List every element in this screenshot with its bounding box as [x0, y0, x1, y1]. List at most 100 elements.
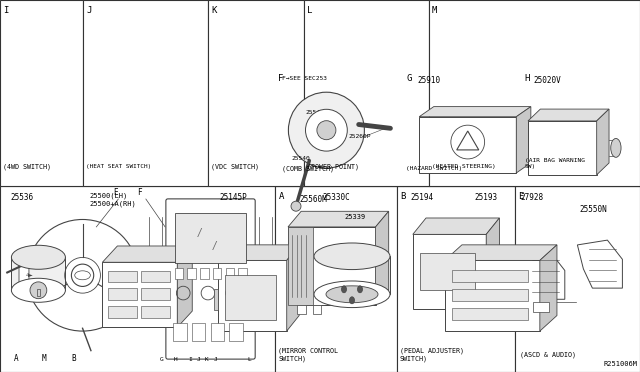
Text: L: L [307, 6, 312, 15]
Text: 25536: 25536 [11, 193, 34, 202]
Bar [452, 289, 529, 301]
Bar [102, 262, 177, 327]
Circle shape [305, 109, 348, 151]
Text: 25540M: 25540M [305, 110, 328, 115]
Text: (PEDAL ADJUSTER)
SWITCH): (PEDAL ADJUSTER) SWITCH) [400, 348, 464, 362]
Text: /: / [212, 241, 216, 251]
Bar [419, 117, 516, 173]
Ellipse shape [326, 286, 378, 303]
Text: (POWER POINT): (POWER POINT) [307, 164, 359, 170]
Bar [108, 271, 137, 282]
Text: I: I [189, 357, 192, 362]
Ellipse shape [611, 138, 621, 157]
Text: K: K [205, 357, 209, 362]
Bar [108, 306, 137, 318]
Text: (HEAT SEAT SWITCH): (HEAT SEAT SWITCH) [86, 164, 152, 169]
Ellipse shape [349, 297, 355, 304]
Text: R251006M: R251006M [604, 361, 638, 367]
Text: 25020V: 25020V [533, 76, 561, 84]
Text: L: L [248, 357, 252, 362]
Text: 25145P: 25145P [220, 193, 248, 202]
Polygon shape [376, 211, 388, 305]
Bar [225, 275, 276, 321]
Bar [445, 260, 540, 331]
FancyBboxPatch shape [166, 199, 255, 359]
Text: B: B [72, 354, 76, 363]
FancyBboxPatch shape [288, 227, 376, 305]
Text: J: J [213, 357, 217, 362]
Polygon shape [287, 245, 299, 331]
Text: 25550N: 25550N [579, 205, 607, 214]
Text: I: I [3, 6, 8, 15]
Text: F: F [278, 74, 284, 83]
Ellipse shape [358, 286, 362, 293]
Bar [141, 288, 170, 300]
Text: G: G [159, 357, 163, 362]
Text: 25540: 25540 [291, 156, 310, 161]
Text: (COMB SWITCH): (COMB SWITCH) [282, 166, 333, 172]
FancyBboxPatch shape [136, 265, 146, 286]
Text: J: J [86, 6, 92, 15]
Text: 25330C: 25330C [322, 193, 350, 202]
Text: 25339: 25339 [344, 214, 366, 220]
Text: F: F [138, 188, 142, 197]
Text: 25910: 25910 [417, 76, 440, 84]
Bar [213, 268, 221, 279]
Ellipse shape [342, 286, 346, 293]
Text: A: A [14, 354, 19, 363]
Text: (VDC SWITCH): (VDC SWITCH) [211, 164, 259, 170]
Ellipse shape [314, 281, 390, 308]
Polygon shape [457, 131, 479, 150]
Text: (AIR BAG WARNING
SW): (AIR BAG WARNING SW) [525, 158, 585, 169]
Bar [141, 306, 170, 318]
Polygon shape [486, 218, 499, 309]
Bar [141, 271, 170, 282]
Circle shape [547, 298, 555, 306]
Bar [0, 0, 83, 186]
Text: (HEATED STEERING): (HEATED STEERING) [432, 164, 496, 169]
Bar [452, 270, 529, 282]
Text: B: B [400, 192, 405, 201]
Text: 25560M: 25560M [300, 195, 328, 204]
Circle shape [451, 125, 484, 159]
Bar [312, 305, 321, 314]
Text: (HAZARD SWITCH): (HAZARD SWITCH) [406, 166, 463, 170]
Bar [214, 289, 218, 310]
Text: (MIRROR CONTROL
SWITCH): (MIRROR CONTROL SWITCH) [278, 348, 339, 362]
Polygon shape [177, 246, 192, 327]
Bar [403, 69, 522, 186]
Circle shape [317, 121, 336, 140]
Bar [533, 302, 549, 312]
Bar [297, 305, 305, 314]
Text: E: E [518, 192, 524, 201]
Circle shape [291, 201, 301, 211]
Polygon shape [419, 107, 531, 117]
Text: E: E [113, 188, 118, 197]
Ellipse shape [12, 278, 65, 302]
Polygon shape [413, 218, 499, 234]
Text: (4WD SWITCH): (4WD SWITCH) [3, 164, 51, 170]
Bar [36, 289, 40, 296]
Text: 25500(LH)
25500+A(RH): 25500(LH) 25500+A(RH) [90, 193, 136, 207]
Bar [108, 288, 137, 300]
Text: /: / [198, 228, 202, 238]
Text: (ASCD & AUDIO): (ASCD & AUDIO) [520, 352, 577, 358]
Polygon shape [528, 109, 609, 121]
Polygon shape [516, 107, 531, 173]
Text: H: H [173, 357, 177, 362]
FancyBboxPatch shape [19, 265, 29, 286]
Bar [200, 268, 209, 279]
Text: 25194: 25194 [411, 193, 434, 202]
Bar [420, 253, 475, 290]
Polygon shape [314, 256, 390, 294]
Bar [304, 0, 429, 186]
Bar [413, 234, 486, 309]
Polygon shape [445, 245, 557, 260]
Bar [397, 186, 515, 372]
Text: A: A [278, 192, 284, 201]
Bar [238, 268, 247, 279]
Bar [515, 186, 640, 372]
Text: J: J [196, 357, 200, 362]
Polygon shape [520, 251, 565, 299]
Bar [188, 268, 196, 279]
